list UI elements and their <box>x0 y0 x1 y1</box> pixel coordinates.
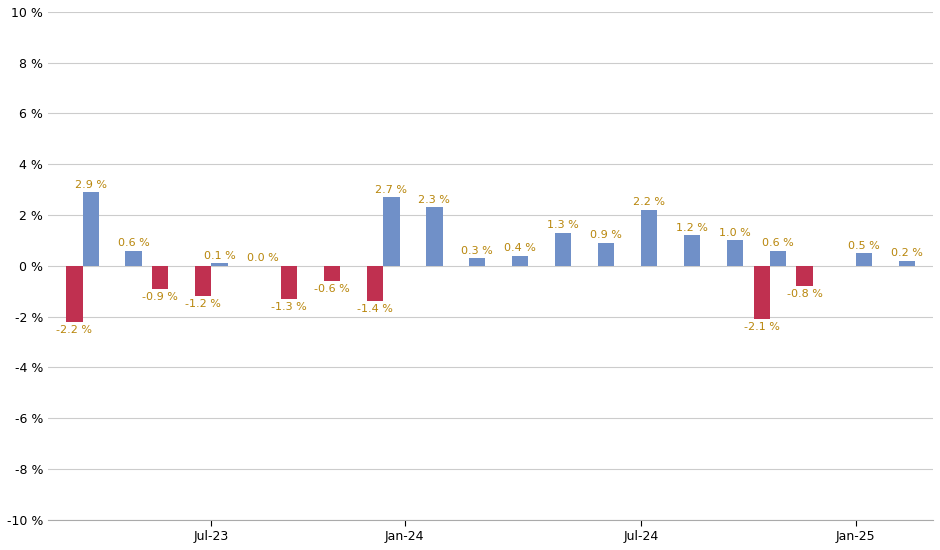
Text: 1.3 %: 1.3 % <box>547 220 579 230</box>
Bar <box>727 240 744 266</box>
Text: 0.9 %: 0.9 % <box>590 230 622 240</box>
Bar <box>281 266 297 299</box>
Text: 0.2 %: 0.2 % <box>891 248 923 258</box>
Text: -2.1 %: -2.1 % <box>744 322 779 332</box>
Bar <box>754 266 770 319</box>
Text: -1.4 %: -1.4 % <box>357 304 393 315</box>
Bar <box>899 261 915 266</box>
Bar <box>598 243 615 266</box>
Bar <box>83 192 99 266</box>
Text: 0.0 %: 0.0 % <box>246 253 278 263</box>
Text: 0.1 %: 0.1 % <box>204 251 235 261</box>
Text: 0.5 %: 0.5 % <box>848 240 880 251</box>
Bar <box>212 263 227 266</box>
Text: -0.9 %: -0.9 % <box>142 292 179 302</box>
Bar <box>66 266 83 322</box>
Bar <box>855 253 872 266</box>
Text: 0.3 %: 0.3 % <box>462 246 494 256</box>
Bar <box>770 251 786 266</box>
Bar <box>555 233 572 266</box>
Text: 2.9 %: 2.9 % <box>74 180 107 190</box>
Bar <box>684 235 700 266</box>
Bar <box>796 266 813 286</box>
Text: -2.2 %: -2.2 % <box>56 324 92 335</box>
Bar <box>641 210 657 266</box>
Bar <box>384 197 400 266</box>
Text: -1.2 %: -1.2 % <box>185 299 221 309</box>
Bar <box>324 266 340 281</box>
Text: 1.2 %: 1.2 % <box>676 223 708 233</box>
Bar <box>367 266 384 301</box>
Text: -0.6 %: -0.6 % <box>314 284 350 294</box>
Text: -1.3 %: -1.3 % <box>272 302 307 312</box>
Text: 0.6 %: 0.6 % <box>118 238 149 248</box>
Bar <box>152 266 168 289</box>
Bar <box>126 251 142 266</box>
Text: 0.4 %: 0.4 % <box>505 243 536 253</box>
Bar <box>512 256 528 266</box>
Text: 0.6 %: 0.6 % <box>762 238 794 248</box>
Text: 2.3 %: 2.3 % <box>418 195 450 205</box>
Text: 2.2 %: 2.2 % <box>634 197 666 207</box>
Text: 1.0 %: 1.0 % <box>719 228 751 238</box>
Text: -0.8 %: -0.8 % <box>787 289 822 299</box>
Bar <box>196 266 212 296</box>
Bar <box>426 207 443 266</box>
Bar <box>469 258 485 266</box>
Text: 2.7 %: 2.7 % <box>375 185 407 195</box>
